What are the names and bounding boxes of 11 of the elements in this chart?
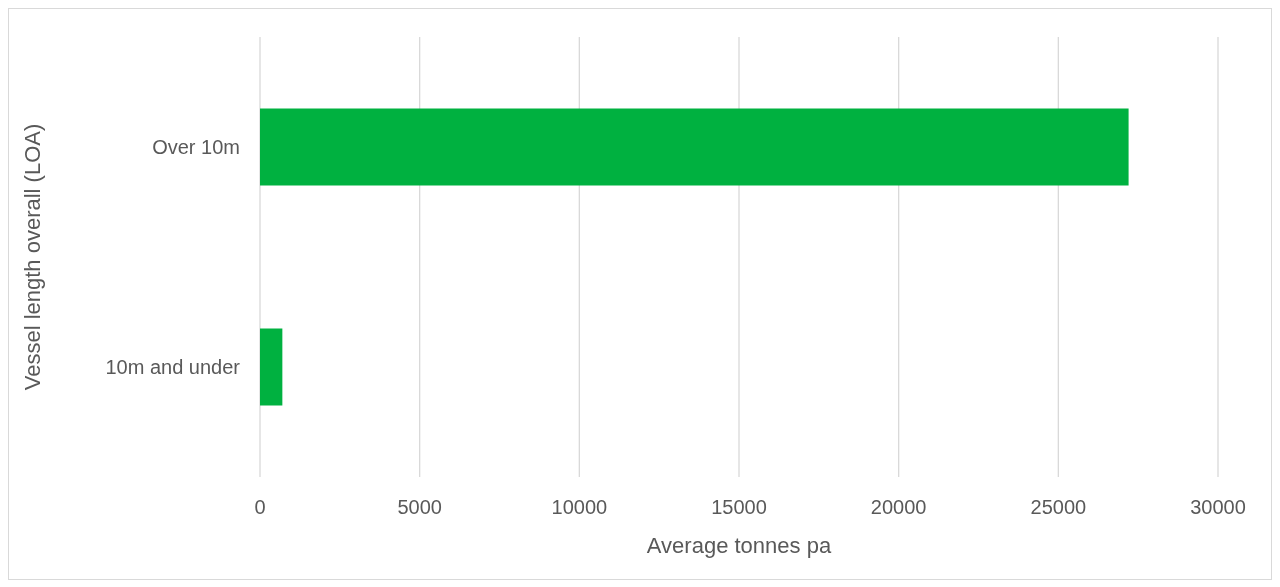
y-tick-label: Over 10m (152, 136, 240, 158)
x-tick-label: 20000 (870, 496, 927, 518)
x-axis-title: Average tonnes pa (646, 533, 832, 558)
x-tick-label: 15000 (711, 496, 767, 518)
x-tick-label: 10000 (551, 496, 608, 518)
x-tick-label: 25000 (1030, 496, 1087, 518)
x-tick-label: 0 (254, 496, 266, 518)
x-tick-label: 30000 (1190, 496, 1246, 518)
y-axis-title: Vessel length overall (LOA) (20, 123, 45, 391)
x-tick-label: 5000 (397, 496, 442, 518)
y-tick-label: 10m and under (105, 356, 241, 378)
